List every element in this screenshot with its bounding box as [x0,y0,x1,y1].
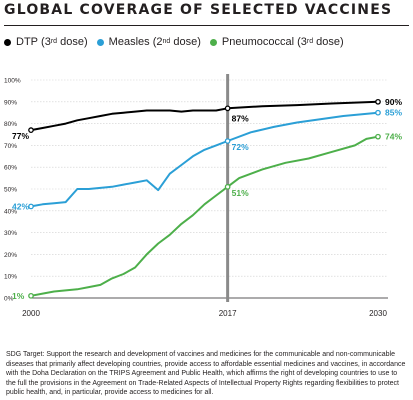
mid-point-measles [224,138,231,144]
start-point-pneumococcal [28,292,34,299]
legend: DTP (3 rd dose) Measles (2 nd dose) Pneumo… [4,35,353,49]
mid-point-dtp [224,105,231,112]
end-label-pneumococcal: 74% [385,132,402,142]
title-rule [4,25,409,26]
mid-label-measles: 72% [232,142,249,152]
y-tick-label: 10% [4,274,17,281]
legend-suffix-measles: dose) [173,36,201,48]
legend-label-measles: Measles [108,36,150,48]
legend-swatch-measles [96,38,104,46]
legend-suffix-dtp: dose) [60,36,88,48]
mid-label-pneumococcal: 51% [232,188,249,198]
series-projection-measles [227,111,379,142]
y-tick-label: 40% [4,208,17,215]
start-label-pneumococcal: 1% [12,291,25,301]
legend-swatch-dtp [4,38,11,46]
end-label-dtp: 90% [385,97,402,107]
start-point-measles [28,203,34,210]
end-label-measles: 85% [385,108,402,118]
series-line-measles [30,140,228,208]
series-line-dtp [30,107,228,132]
y-tick-label: 20% [4,252,17,259]
end-point-measles [375,109,381,116]
y-tick-label: 60% [4,165,17,172]
legend-suffix-pneumococcal: dose) [316,36,344,48]
start-label-dtp: 77% [12,131,29,141]
y-tick-label: 70% [4,143,17,150]
legend-label-dtp: DTP [16,36,38,48]
y-tick-label: 80% [4,121,17,128]
series-line-pneumococcal [30,186,229,297]
start-label-measles: 42% [12,201,29,211]
y-tick-label: 0% [4,296,14,303]
series-projection-pneumococcal [227,135,379,188]
end-point-dtp [375,98,381,105]
legend-label-pneumococcal: Pneumococcal [221,36,295,48]
mid-label-dtp: 87% [232,113,249,123]
y-tick-label: 50% [4,187,17,194]
mid-point-pneumococcal [224,183,231,190]
chart-title: GLOBAL COVERAGE OF SELECTED VACCINES [4,2,393,18]
x-tick-label: 2030 [369,309,387,318]
end-point-pneumococcal [375,133,381,140]
series-projection-dtp [227,100,379,110]
legend-item-dtp: DTP (3 rd dose) [4,36,88,48]
x-tick-label: 2000 [22,309,40,318]
legend-item-measles: Measles (2 nd dose) [96,36,201,48]
sdg-target-note: SDG Target: Support the research and dev… [6,351,406,397]
legend-swatch-pneumococcal [209,38,217,46]
y-tick-label: 30% [4,230,17,237]
start-point-dtp [28,127,34,133]
legend-item-pneumococcal: Pneumococcal (3 rd dose) [209,36,344,48]
y-tick-label: 90% [4,99,17,106]
x-tick-label: 2017 [219,309,237,318]
y-tick-label: 100% [4,78,21,85]
line-chart: 0% 10% 20% 30% 40% 50% 60% 70% 80% 90% 100% 2000 201… [4,74,402,318]
